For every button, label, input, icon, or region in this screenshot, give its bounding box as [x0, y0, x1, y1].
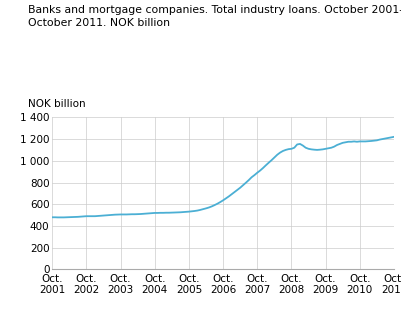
- Text: Banks and mortgage companies. Total industry loans. October 2001-
October 2011. : Banks and mortgage companies. Total indu…: [28, 5, 401, 28]
- Text: NOK billion: NOK billion: [28, 99, 85, 109]
